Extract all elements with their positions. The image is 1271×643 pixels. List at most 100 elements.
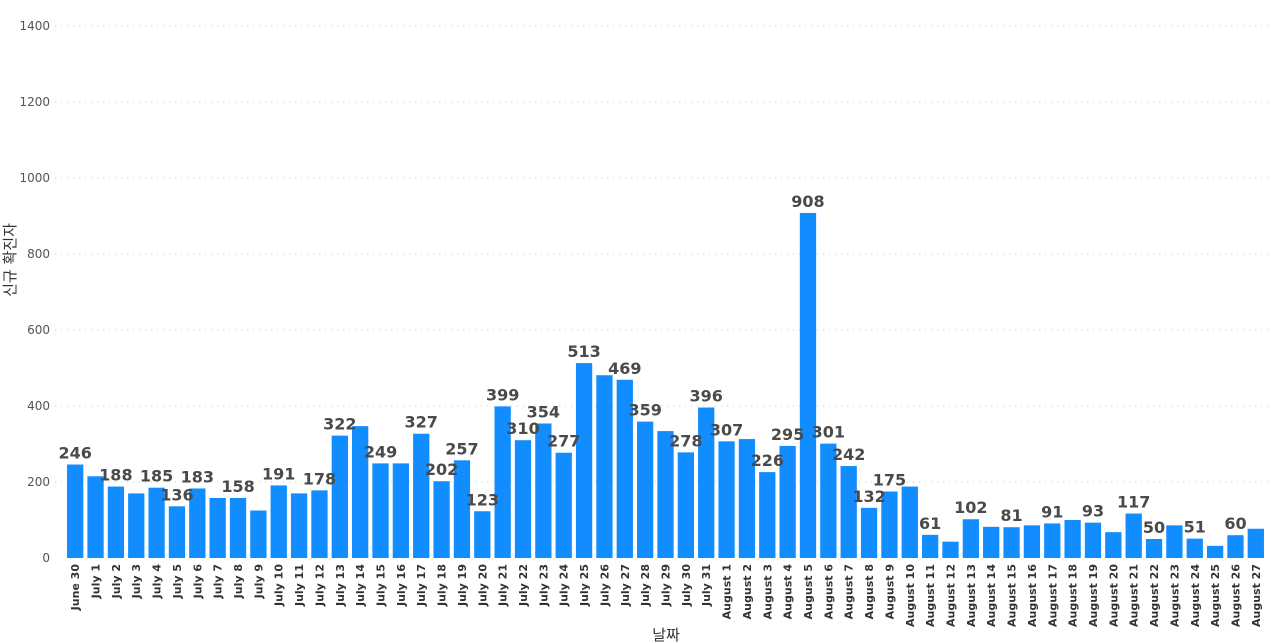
x-tick-label: July 14 bbox=[354, 564, 367, 607]
bar bbox=[840, 466, 857, 558]
bar bbox=[637, 421, 654, 558]
bar bbox=[128, 493, 145, 558]
x-tick-label: August 4 bbox=[782, 564, 795, 620]
bar bbox=[494, 406, 511, 558]
bar bbox=[474, 511, 491, 558]
x-tick-label: August 6 bbox=[822, 564, 835, 620]
x-tick-label: August 27 bbox=[1250, 564, 1263, 627]
x-tick-label: July 24 bbox=[558, 564, 571, 607]
bar bbox=[555, 452, 572, 558]
x-tick-label: July 7 bbox=[212, 564, 225, 599]
data-label: 136 bbox=[160, 485, 193, 504]
x-tick-label: August 26 bbox=[1229, 564, 1242, 627]
data-label: 246 bbox=[58, 444, 91, 463]
bar bbox=[433, 481, 450, 558]
bar bbox=[718, 441, 735, 558]
data-label: 249 bbox=[364, 442, 397, 461]
bar bbox=[331, 435, 348, 558]
data-label: 178 bbox=[303, 469, 336, 488]
x-tick-label: July 30 bbox=[680, 564, 693, 607]
x-tick-label: July 12 bbox=[313, 564, 326, 607]
x-axis-title: 날짜 bbox=[652, 626, 680, 643]
x-tick-label: August 24 bbox=[1189, 564, 1202, 627]
x-tick-label: July 3 bbox=[130, 564, 143, 599]
bar bbox=[677, 452, 694, 558]
x-tick-label: August 12 bbox=[944, 564, 957, 627]
bar bbox=[1125, 513, 1142, 558]
bar bbox=[453, 460, 471, 558]
x-tick-label: July 10 bbox=[273, 564, 286, 607]
y-tick-label: 0 bbox=[42, 551, 50, 565]
bar bbox=[67, 464, 84, 558]
y-axis-title: 신규 확진자 bbox=[1, 223, 19, 297]
bar bbox=[759, 472, 776, 558]
bar bbox=[372, 463, 389, 558]
x-tick-label: July 20 bbox=[476, 564, 489, 607]
data-label: 359 bbox=[628, 401, 661, 420]
y-tick-label: 1200 bbox=[19, 95, 50, 109]
bar bbox=[738, 439, 756, 558]
bars bbox=[67, 212, 1264, 558]
x-tick-label: July 25 bbox=[578, 564, 591, 607]
x-tick-label: August 7 bbox=[843, 564, 856, 619]
x-tick-label: July 26 bbox=[598, 564, 611, 607]
bar bbox=[616, 379, 633, 558]
data-label: 301 bbox=[812, 423, 845, 442]
bar bbox=[1145, 539, 1163, 558]
data-label: 50 bbox=[1143, 518, 1165, 537]
x-tick-label: July 16 bbox=[395, 564, 408, 607]
data-label: 183 bbox=[181, 467, 214, 486]
data-label: 175 bbox=[873, 471, 906, 490]
bar bbox=[413, 433, 430, 558]
bar bbox=[921, 534, 939, 558]
x-tick-label: August 2 bbox=[741, 564, 754, 619]
bar bbox=[148, 487, 165, 558]
x-tick-label: August 17 bbox=[1046, 564, 1059, 627]
y-axis-ticks: 0 200 400 600 800 1000 1200 1400 bbox=[19, 19, 50, 565]
bar bbox=[860, 507, 878, 558]
bar bbox=[657, 431, 674, 558]
bar bbox=[514, 440, 532, 558]
x-tick-label: July 21 bbox=[497, 564, 510, 607]
bar bbox=[698, 407, 715, 558]
data-label: 226 bbox=[751, 451, 784, 470]
x-tick-label: July 29 bbox=[660, 564, 673, 607]
bar bbox=[535, 423, 552, 558]
data-label: 399 bbox=[486, 385, 519, 404]
x-tick-label: August 10 bbox=[904, 564, 917, 627]
bar bbox=[942, 541, 959, 558]
x-tick-label: August 14 bbox=[985, 564, 998, 627]
x-tick-label: July 27 bbox=[619, 564, 632, 607]
data-label: 93 bbox=[1082, 502, 1104, 521]
data-label: 132 bbox=[852, 487, 885, 506]
y-tick-label: 1000 bbox=[19, 171, 50, 185]
data-label: 257 bbox=[445, 439, 478, 458]
y-tick-label: 400 bbox=[27, 399, 50, 413]
x-tick-label: August 8 bbox=[863, 564, 876, 619]
x-tick-label: August 18 bbox=[1067, 564, 1080, 627]
x-tick-label: July 19 bbox=[456, 564, 469, 607]
x-tick-label: August 20 bbox=[1107, 564, 1120, 627]
bar bbox=[1247, 528, 1264, 558]
data-label: 310 bbox=[506, 419, 539, 438]
x-tick-label: July 17 bbox=[415, 564, 428, 607]
bar bbox=[250, 510, 267, 558]
bar bbox=[779, 445, 796, 558]
bar bbox=[1206, 545, 1224, 558]
x-axis-ticks: June 30 July 1 July 2 July 3 July 4 July 5 Jul… bbox=[69, 564, 1263, 627]
bar bbox=[1186, 538, 1203, 558]
y-tick-label: 200 bbox=[27, 475, 50, 489]
bar bbox=[1227, 535, 1244, 558]
data-label: 61 bbox=[919, 514, 941, 533]
x-tick-label: August 21 bbox=[1128, 564, 1141, 627]
bar bbox=[311, 490, 328, 558]
bar bbox=[209, 497, 226, 558]
data-label: 202 bbox=[425, 460, 458, 479]
x-tick-label: August 1 bbox=[721, 564, 734, 619]
x-tick-label: August 11 bbox=[924, 564, 937, 627]
x-tick-label: August 16 bbox=[1026, 564, 1039, 627]
data-label: 469 bbox=[608, 359, 641, 378]
x-tick-label: July 11 bbox=[293, 564, 306, 607]
x-tick-label: August 13 bbox=[965, 564, 978, 627]
bar bbox=[820, 443, 837, 558]
